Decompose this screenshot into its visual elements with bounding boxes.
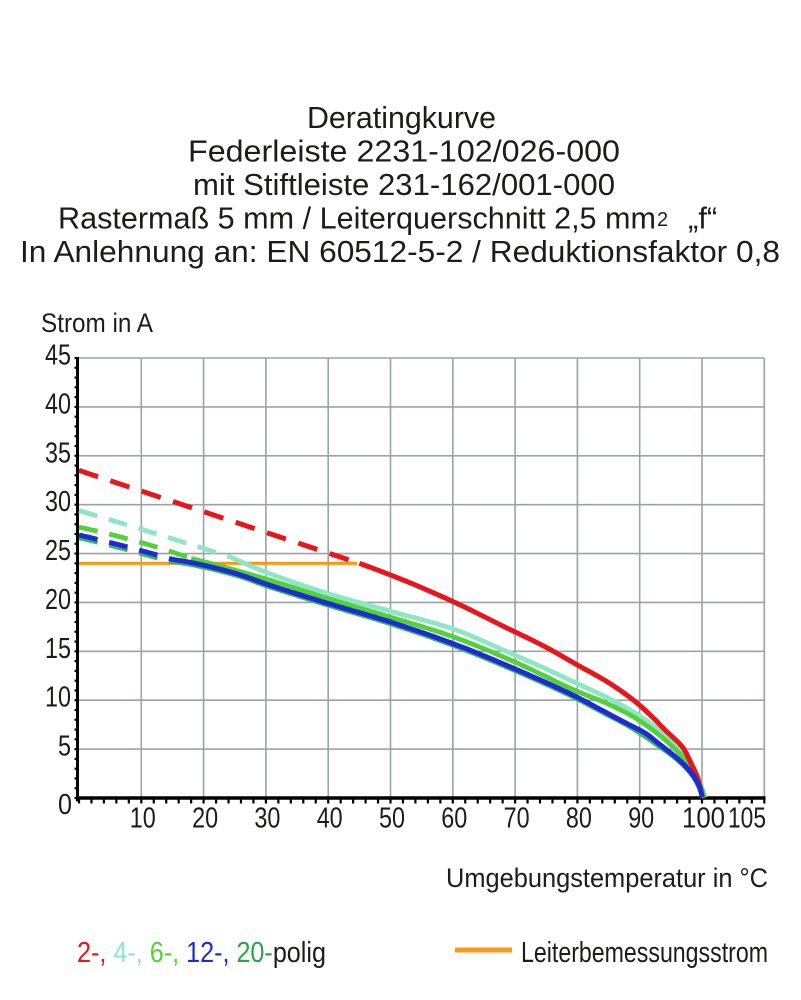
svg-text:35: 35 — [45, 437, 71, 469]
svg-text:30: 30 — [45, 486, 71, 518]
svg-text:20: 20 — [192, 803, 218, 835]
svg-text:25: 25 — [45, 535, 71, 567]
svg-text:5: 5 — [58, 731, 71, 763]
svg-text:40: 40 — [317, 803, 343, 835]
svg-text:20: 20 — [45, 584, 71, 616]
svg-text:70: 70 — [504, 803, 530, 835]
svg-text:100: 100 — [682, 803, 725, 835]
svg-text:In Anlehnung an: EN 60512-5-2: In Anlehnung an: EN 60512-5-2 / Reduktio… — [20, 234, 780, 269]
svg-text:Umgebungstemperatur in °C: Umgebungstemperatur in °C — [446, 863, 768, 893]
svg-text:Deratingkurve: Deratingkurve — [307, 100, 496, 135]
svg-text:10: 10 — [130, 803, 156, 835]
svg-text:10: 10 — [45, 682, 71, 714]
svg-text:30: 30 — [254, 803, 280, 835]
svg-text:15: 15 — [45, 633, 71, 665]
svg-text:„f“: „f“ — [688, 201, 717, 236]
svg-text:105: 105 — [728, 803, 766, 835]
svg-text:Leiterbemessungsstrom: Leiterbemessungsstrom — [521, 937, 768, 969]
svg-text:80: 80 — [566, 803, 592, 835]
svg-text:45: 45 — [45, 340, 71, 372]
svg-text:2: 2 — [657, 209, 668, 231]
svg-text:mit Stiftleiste 231-162/001-00: mit Stiftleiste 231-162/001-000 — [193, 167, 615, 202]
svg-text:50: 50 — [379, 803, 405, 835]
svg-text:90: 90 — [628, 803, 654, 835]
svg-text:Strom in A: Strom in A — [41, 308, 153, 338]
svg-text:40: 40 — [45, 388, 71, 420]
svg-text:2-, 4-, 6-, 12-, 20-polig: 2-, 4-, 6-, 12-, 20-polig — [77, 937, 326, 969]
svg-text:60: 60 — [441, 803, 467, 835]
svg-text:0: 0 — [58, 789, 72, 821]
svg-text:Federleiste 2231-102/026-000: Federleiste 2231-102/026-000 — [188, 134, 620, 169]
svg-text:Rastermaß 5 mm / Leiterquersch: Rastermaß 5 mm / Leiterquerschnitt 2,5 m… — [58, 201, 656, 236]
